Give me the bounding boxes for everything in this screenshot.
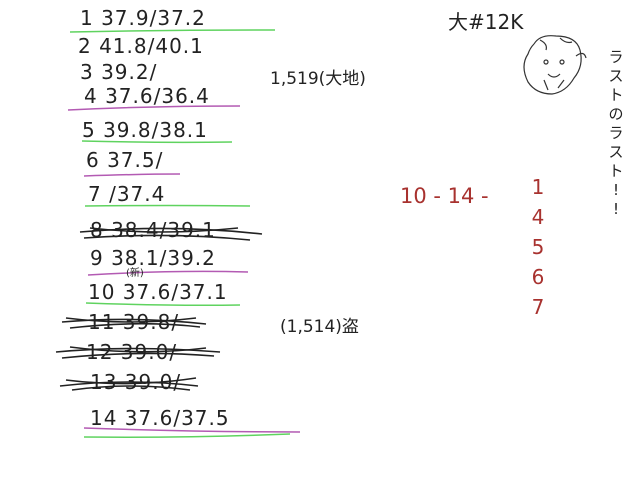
green-underline-row-7 bbox=[84, 204, 251, 207]
vertical-char: ス bbox=[608, 67, 624, 85]
strike-row-13 bbox=[59, 377, 199, 391]
vertical-char: ! bbox=[612, 181, 619, 199]
red-range-note: 10 - 14 - bbox=[400, 184, 489, 208]
row-12: 12 39.0/ bbox=[86, 340, 178, 364]
purple-underline-row-9 bbox=[87, 270, 249, 276]
row-4: 4 37.6/36.4 bbox=[84, 84, 210, 108]
vertical-char: ! bbox=[612, 200, 619, 218]
doodle-face-icon bbox=[523, 35, 587, 95]
vertical-char: ラ bbox=[608, 124, 624, 142]
purple-underline-row-6 bbox=[83, 173, 181, 177]
row-11: 11 39.8/ bbox=[88, 310, 180, 334]
vertical-char: ト bbox=[608, 162, 624, 180]
row-2: 2 41.8/40.1 bbox=[78, 34, 204, 58]
row-3: 3 39.2/ bbox=[80, 60, 158, 84]
red-item: 4 bbox=[531, 205, 545, 229]
vertical-char: の bbox=[608, 105, 624, 123]
bottom-note: (1,514)盗 bbox=[280, 317, 359, 337]
green-underline-row-14 bbox=[83, 433, 291, 438]
row-9-note: (新) bbox=[126, 268, 144, 279]
row-10: 10 37.6/37.1 bbox=[88, 280, 228, 304]
mid-note: 1,519(大地) bbox=[270, 69, 366, 89]
row-7: 7 /37.4 bbox=[88, 182, 166, 206]
vertical-note: ラ ス ト の ラ ス ト ! ! bbox=[606, 48, 626, 219]
top-title: 大#12K bbox=[448, 10, 524, 34]
purple-underline-row-4 bbox=[67, 105, 241, 111]
strike-row-12 bbox=[55, 346, 221, 359]
strike-row-8 bbox=[79, 227, 263, 241]
green-underline-row-10 bbox=[85, 302, 241, 306]
row-1: 1 37.9/37.2 bbox=[80, 6, 206, 30]
row-14: 14 37.6/37.5 bbox=[90, 406, 230, 430]
red-item: 7 bbox=[531, 295, 545, 319]
vertical-char: ス bbox=[608, 143, 624, 161]
green-underline-row-5 bbox=[81, 140, 233, 144]
row-9: 9 38.1/39.2 bbox=[90, 246, 216, 270]
row-8: 8 38.4/39.1 bbox=[90, 218, 216, 242]
purple-underline-row-14 bbox=[83, 427, 301, 433]
row-13: 13 39.0/ bbox=[90, 370, 182, 394]
vertical-char: ト bbox=[608, 86, 624, 104]
vertical-char: ラ bbox=[608, 48, 624, 66]
red-item: 5 bbox=[531, 235, 545, 259]
strike-row-11 bbox=[61, 317, 207, 329]
red-number-list: 1 4 5 6 7 bbox=[528, 172, 548, 322]
row-5: 5 39.8/38.1 bbox=[82, 118, 208, 142]
green-underline-row-1 bbox=[69, 29, 276, 33]
red-item: 6 bbox=[531, 265, 545, 289]
red-item: 1 bbox=[531, 175, 545, 199]
row-6: 6 37.5/ bbox=[86, 148, 164, 172]
